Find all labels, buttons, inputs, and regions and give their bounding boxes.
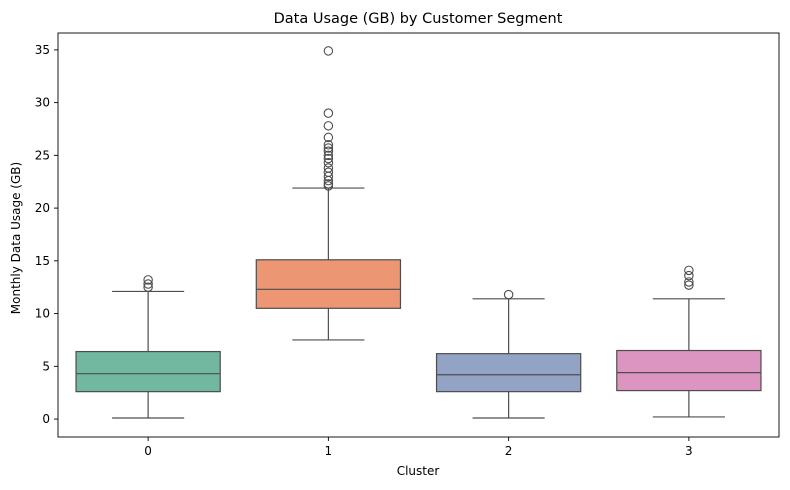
x-tick-label: 0 <box>144 444 152 458</box>
outlier-point <box>323 143 334 153</box>
outlier-point <box>684 270 694 281</box>
box-group-cluster-1 <box>255 46 402 341</box>
outlier-point <box>323 121 334 131</box>
plot-area: 0 5 10 15 20 25 30 35 0 1 2 3 <box>35 32 780 458</box>
y-tick-label: 5 <box>42 359 50 373</box>
outlier-point <box>323 46 334 56</box>
outlier-point <box>143 275 153 285</box>
iqr-box <box>75 350 221 393</box>
outlier-point <box>323 146 334 156</box>
y-axis-label: Monthly Data Usage (GB) <box>9 162 23 314</box>
iqr-box <box>616 349 762 392</box>
outlier-point <box>323 132 334 143</box>
outlier-point <box>323 108 334 118</box>
y-tick-label: 10 <box>35 307 50 321</box>
outlier-point <box>323 167 334 177</box>
y-tick-label: 20 <box>35 201 50 215</box>
box-group-cluster-2 <box>435 289 582 419</box>
outlier-point <box>503 289 514 300</box>
iqr-box <box>435 353 582 393</box>
outlier-point <box>143 282 153 292</box>
outlier-point <box>323 157 334 168</box>
plot-frame <box>57 32 780 438</box>
outlier-point <box>323 140 334 150</box>
iqr-box <box>255 259 402 309</box>
box-group-cluster-3 <box>616 265 762 418</box>
y-tick-label: 0 <box>42 412 50 426</box>
y-tick-label: 30 <box>35 96 50 110</box>
x-axis-label: Cluster <box>397 464 440 478</box>
box-group-cluster-0 <box>75 275 221 419</box>
y-tick-label: 25 <box>35 148 50 162</box>
outlier-point <box>323 153 334 164</box>
x-tick-label: 3 <box>685 444 693 458</box>
chart-title: Data Usage (GB) by Customer Segment <box>274 11 563 27</box>
outlier-point <box>143 279 153 289</box>
y-tick-label: 15 <box>35 254 50 268</box>
x-tick-label: 2 <box>505 444 513 458</box>
outlier-point <box>323 179 334 189</box>
y-tick-label: 35 <box>35 43 50 57</box>
x-tick-label: 1 <box>325 444 333 458</box>
outlier-point <box>684 277 694 287</box>
outlier-point <box>684 280 694 290</box>
outlier-point <box>323 163 334 173</box>
outlier-point <box>323 150 334 161</box>
outlier-point <box>684 265 694 276</box>
